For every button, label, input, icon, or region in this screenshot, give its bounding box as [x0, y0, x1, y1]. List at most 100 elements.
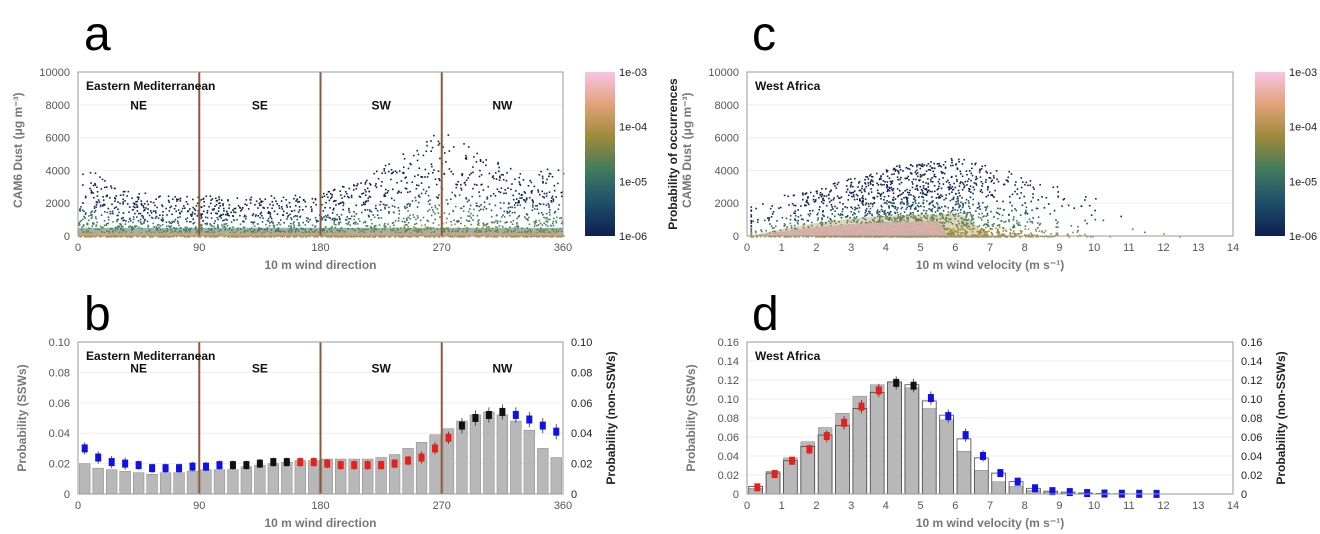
- scatter-point: [961, 181, 964, 184]
- scatter-point: [111, 212, 114, 214]
- scatter-point: [974, 178, 977, 181]
- scatter-point: [1056, 226, 1059, 229]
- scatter-point: [559, 235, 561, 238]
- scatter-point: [965, 224, 968, 226]
- scatter-point: [931, 217, 934, 220]
- scatter-point: [986, 219, 989, 222]
- scatter-point: [477, 222, 480, 224]
- scatter-point: [944, 160, 947, 163]
- colorbar-tick-label: 1e-05: [619, 176, 647, 188]
- scatter-point: [822, 235, 824, 238]
- scatter-point: [957, 189, 960, 192]
- scatter-point: [941, 216, 944, 219]
- scatter-point: [887, 195, 890, 197]
- scatter-point: [368, 215, 370, 218]
- scatter-point: [232, 226, 234, 229]
- scatter-point: [521, 197, 523, 199]
- scatter-point: [963, 210, 965, 213]
- scatter-point: [910, 173, 913, 175]
- scatter-point: [296, 198, 299, 200]
- scatter-point: [117, 214, 119, 217]
- scatter-point: [957, 232, 959, 234]
- scatter-point: [938, 185, 940, 188]
- scatter-point: [362, 203, 365, 206]
- scatter-point: [898, 166, 901, 169]
- scatter-point: [1035, 235, 1038, 238]
- scatter-point: [161, 223, 164, 226]
- scatter-point: [518, 176, 520, 179]
- scatter-point: [870, 179, 873, 181]
- scatter-point: [124, 223, 127, 225]
- scatter-point: [523, 191, 526, 193]
- scatter-point: [921, 212, 923, 215]
- scatter-point: [369, 235, 371, 238]
- scatter-point: [790, 226, 793, 229]
- scatter-point: [946, 213, 949, 216]
- scatter-point: [352, 222, 355, 225]
- scatter-point: [214, 205, 216, 207]
- scatter-point: [509, 206, 512, 208]
- scatter-point: [959, 209, 962, 211]
- scatter-point: [893, 235, 895, 238]
- scatter-point: [861, 201, 864, 203]
- scatter-point: [84, 196, 87, 199]
- scatter-point: [857, 235, 859, 238]
- scatter-point: [853, 212, 855, 214]
- scatter-point: [439, 157, 441, 160]
- scatter-point: [218, 215, 221, 218]
- scatter-point: [856, 194, 859, 197]
- scatter-point: [774, 231, 777, 233]
- scatter-point: [820, 235, 823, 238]
- scatter-point: [901, 235, 903, 238]
- scatter-point: [498, 179, 501, 182]
- scatter-point: [132, 218, 135, 221]
- scatter-point: [296, 218, 299, 221]
- scatter-point: [246, 204, 248, 207]
- scatter-point: [997, 229, 1000, 232]
- scatter-point: [156, 206, 158, 209]
- scatter-point: [956, 209, 959, 212]
- scatter-point: [102, 226, 104, 229]
- scatter-point: [545, 212, 548, 215]
- scatter-point: [171, 213, 173, 216]
- colorbar-tick-label: 1e-03: [619, 67, 647, 79]
- scatter-point: [982, 215, 984, 218]
- scatter-point: [218, 198, 221, 201]
- scatter-point: [537, 235, 540, 238]
- scatter-point: [212, 209, 215, 211]
- scatter-point: [400, 191, 403, 194]
- scatter-point: [103, 219, 106, 222]
- scatter-point: [534, 223, 536, 225]
- scatter-point: [206, 216, 209, 219]
- scatter-point: [269, 203, 271, 206]
- scatter-point: [906, 177, 909, 179]
- scatter-point: [169, 235, 171, 238]
- scatter-point: [132, 216, 135, 218]
- scatter-point: [796, 221, 799, 224]
- colorbar-tick-label: 1e-06: [619, 231, 647, 243]
- scatter-point: [886, 170, 889, 172]
- scatter-point: [912, 178, 915, 181]
- scatter-point: [226, 212, 229, 215]
- scatter-point: [537, 189, 539, 191]
- scatter-point: [325, 235, 328, 238]
- scatter-point: [768, 217, 770, 219]
- scatter-point: [103, 224, 106, 227]
- scatter-point: [933, 173, 936, 176]
- scatter-point: [1001, 214, 1004, 217]
- scatter-point: [84, 213, 87, 216]
- scatter-point: [828, 220, 830, 223]
- scatter-point: [122, 194, 125, 196]
- scatter-point: [973, 227, 975, 230]
- scatter-point: [406, 224, 408, 226]
- scatter-point: [882, 179, 885, 182]
- scatter-point: [454, 195, 457, 198]
- scatter-point: [109, 213, 112, 215]
- scatter-point: [952, 228, 955, 231]
- scatter-point: [1050, 235, 1052, 238]
- scatter-point: [550, 200, 552, 202]
- scatter-point: [161, 204, 163, 206]
- marker: [512, 410, 519, 419]
- scatter-point: [245, 215, 247, 218]
- scatter-point: [1015, 209, 1018, 212]
